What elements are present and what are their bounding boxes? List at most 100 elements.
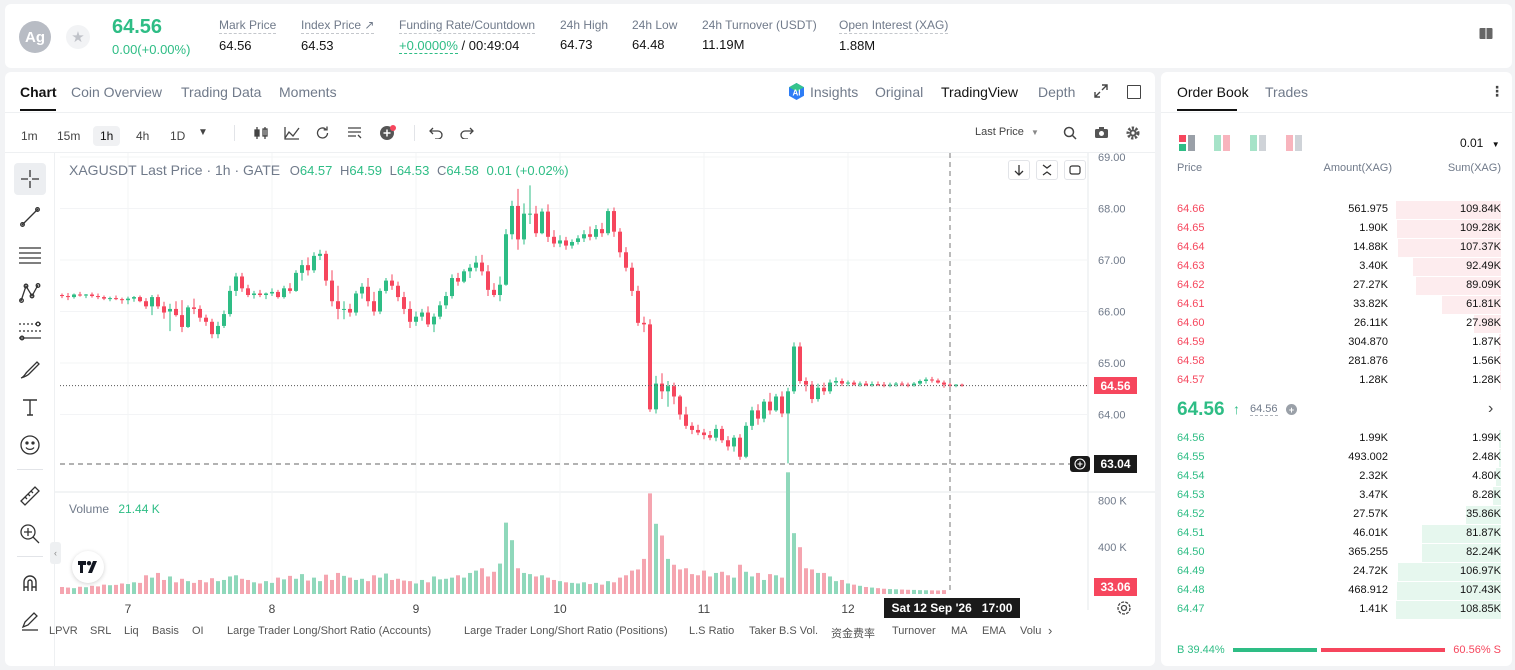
indicator-basis[interactable]: Basis [152, 625, 179, 637]
templates-icon[interactable] [347, 126, 362, 143]
view-bids-icon[interactable] [1250, 135, 1266, 154]
indicator-ls-accounts[interactable]: Large Trader Long/Short Ratio (Accounts) [227, 625, 432, 637]
ask-row[interactable]: 64.63 3.40K 92.49K [1161, 257, 1512, 276]
indicator-volume[interactable]: Volu [1020, 625, 1042, 637]
window-icon[interactable] [1127, 85, 1141, 99]
row-sum: 1.87K [1472, 336, 1501, 348]
search-icon[interactable] [1063, 126, 1077, 143]
bid-row[interactable]: 64.54 2.32K 4.80K [1161, 467, 1512, 486]
indicator-ls-positions[interactable]: Large Trader Long/Short Ratio (Positions… [464, 625, 668, 637]
tab-original[interactable]: Original [875, 84, 924, 100]
horizontal-lines-tool-icon[interactable] [14, 239, 46, 271]
indicator-lpvr[interactable]: LPVR [49, 625, 78, 637]
tradingview-logo-icon[interactable] [72, 551, 104, 583]
ask-row[interactable]: 64.59 304.870 1.87K [1161, 333, 1512, 352]
stat-index-price[interactable]: Index Price ↗ 64.53 [301, 18, 375, 53]
tab-insights[interactable]: Insights [810, 84, 859, 100]
indicator-ma[interactable]: MA [951, 625, 968, 637]
bid-row[interactable]: 64.51 46.01K 81.87K [1161, 524, 1512, 543]
price-source-select[interactable]: Last Price ▼ [975, 126, 1039, 138]
ask-row[interactable]: 64.66 561.975 109.84K [1161, 200, 1512, 219]
fib-tool-icon[interactable] [14, 315, 46, 347]
settings-gear-icon[interactable] [1126, 126, 1140, 143]
precision-select[interactable]: 0.01 ▼ [1460, 136, 1500, 150]
add-order-plus-icon[interactable] [1070, 456, 1090, 472]
timeframe-1d[interactable]: 1D [170, 129, 186, 143]
text-tool-icon[interactable] [14, 391, 46, 423]
zoom-in-icon[interactable] [14, 518, 46, 550]
ask-row[interactable]: 64.58 281.876 1.56K [1161, 352, 1512, 371]
candle-type-icon[interactable] [253, 126, 269, 143]
ask-row[interactable]: 64.62 27.27K 89.09K [1161, 276, 1512, 295]
indicator-oi[interactable]: OI [192, 625, 204, 637]
bid-row[interactable]: 64.55 493.002 2.48K [1161, 448, 1512, 467]
trend-line-tool-icon[interactable] [14, 201, 46, 233]
ask-row[interactable]: 64.60 26.11K 27.98K [1161, 314, 1512, 333]
ask-row[interactable]: 64.57 1.28K 1.28K [1161, 371, 1512, 390]
indicator-funding-rate[interactable]: 资金费率 [831, 627, 875, 640]
volume-bar [432, 576, 436, 594]
indicator-taker-vol[interactable]: Taker B.S Vol. [749, 625, 819, 637]
tab-trading-data[interactable]: Trading Data [181, 84, 262, 100]
mark-info-icon[interactable]: + [1286, 404, 1297, 415]
bid-row[interactable]: 64.47 1.41K 108.85K [1161, 600, 1512, 619]
chart-settings-icon[interactable] [1116, 600, 1132, 616]
view-both-alt-icon[interactable] [1214, 135, 1230, 154]
timeframe-dropdown-icon[interactable]: ▼ [198, 127, 208, 138]
timeframe-4h[interactable]: 4h [136, 129, 150, 143]
view-both-icon[interactable] [1179, 135, 1195, 154]
tab-chart[interactable]: Chart [20, 84, 57, 100]
add-alert-icon[interactable] [379, 124, 397, 145]
collapse-toolbar-chevron-icon[interactable]: ‹ [50, 542, 61, 564]
bid-row[interactable]: 64.53 3.47K 8.28K [1161, 486, 1512, 505]
ruler-tool-icon[interactable] [14, 480, 46, 512]
refresh-icon[interactable] [1064, 160, 1086, 180]
bid-row[interactable]: 64.48 468.912 107.43K [1161, 581, 1512, 600]
chevron-right-icon[interactable]: › [1488, 400, 1494, 417]
bid-row[interactable]: 64.56 1.99K 1.99K [1161, 429, 1512, 448]
indicator-turnover[interactable]: Turnover [892, 625, 936, 637]
indicator-srl[interactable]: SRL [90, 625, 112, 637]
stat-label: Mark Price [219, 18, 277, 34]
arrow-down-icon[interactable] [1008, 160, 1030, 180]
indicators-icon[interactable] [284, 126, 300, 143]
bid-row[interactable]: 64.50 365.255 82.24K [1161, 543, 1512, 562]
indicator-ls-ratio[interactable]: L.S Ratio [689, 625, 735, 637]
tab-trades[interactable]: Trades [1265, 84, 1309, 100]
mark-price: 64.56 [1250, 403, 1278, 416]
timeframe-15m[interactable]: 15m [57, 129, 81, 143]
tab-moments[interactable]: Moments [279, 84, 337, 100]
view-asks-icon[interactable] [1286, 135, 1302, 154]
tab-depth[interactable]: Depth [1038, 84, 1076, 100]
more-options-icon[interactable]: ⋮ [1490, 83, 1504, 99]
undo-icon[interactable] [429, 127, 443, 142]
indicator-ema[interactable]: EMA [982, 625, 1006, 637]
tab-coin-overview[interactable]: Coin Overview [71, 84, 163, 100]
book-icon[interactable] [1479, 27, 1493, 40]
bid-row[interactable]: 64.49 24.72K 106.97K [1161, 562, 1512, 581]
redo-icon[interactable] [460, 127, 474, 142]
brush-tool-icon[interactable] [14, 353, 46, 385]
emoji-tool-icon[interactable] [14, 429, 46, 461]
ask-row[interactable]: 64.65 1.90K 109.28K [1161, 219, 1512, 238]
bid-row[interactable]: 64.52 27.57K 35.86K [1161, 505, 1512, 524]
ask-row[interactable]: 64.64 14.88K 107.37K [1161, 238, 1512, 257]
scroll-right-chevron-icon[interactable]: › [1048, 623, 1053, 638]
indicator-liq[interactable]: Liq [124, 625, 139, 637]
collapse-icon[interactable] [1036, 160, 1058, 180]
favorite-star-icon[interactable]: ★ [66, 25, 90, 49]
camera-icon[interactable] [1094, 126, 1109, 142]
magnet-icon[interactable] [14, 567, 46, 599]
timeframe-1m[interactable]: 1m [21, 129, 38, 143]
tab-order-book[interactable]: Order Book [1177, 84, 1249, 100]
pattern-tool-icon[interactable] [14, 277, 46, 309]
timeframe-1h[interactable]: 1h [93, 126, 121, 146]
expand-icon[interactable] [1094, 84, 1108, 98]
ask-row[interactable]: 64.61 33.82K 61.81K [1161, 295, 1512, 314]
pencil-lock-icon[interactable] [14, 605, 46, 637]
tab-tradingview[interactable]: TradingView [941, 84, 1019, 100]
price-chart[interactable]: 69.00 68.00 67.00 66.00 65.00 64.00 800 K 400 K… [5, 72, 1155, 666]
compare-icon[interactable] [315, 126, 330, 143]
volume-bar [228, 576, 232, 594]
crosshair-tool-icon[interactable] [14, 163, 46, 195]
